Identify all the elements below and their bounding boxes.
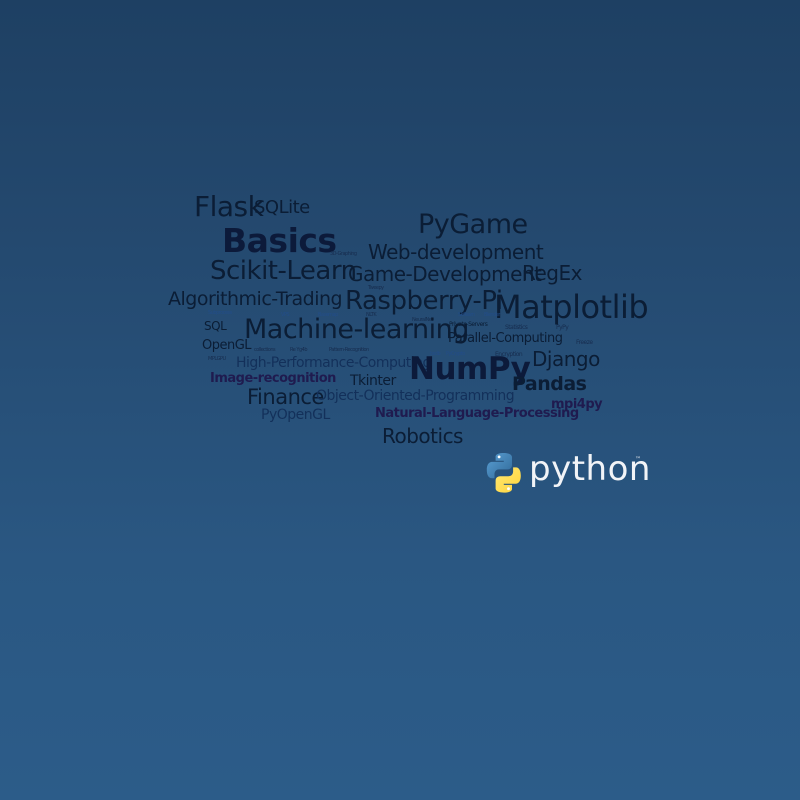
word-pandas: Pandas: [512, 373, 587, 395]
word-robotics: Robotics: [382, 424, 463, 448]
word-raspberry-pi: Raspberry-Pi: [345, 286, 503, 316]
word-re-yg4b: Re Yg4b: [290, 347, 308, 353]
word-pattern-recognition: Pattern-Recognition: [329, 347, 369, 353]
word-sqlite: SQLite: [254, 197, 310, 218]
word-basics: Basics: [222, 221, 337, 260]
word-algorithmic-trading: Algorithmic-Trading: [168, 288, 343, 310]
python-wordmark: python: [529, 449, 651, 489]
word-matplotlib: Matplotlib: [494, 288, 649, 326]
word-sql: SQL: [204, 319, 227, 333]
python-snakes-icon: [486, 453, 521, 493]
word-collections: collections: [254, 347, 276, 353]
word-bsdb: bsdb: [430, 351, 441, 357]
word-vps: VPS: [281, 312, 290, 318]
word-natural-language-processing: Natural-Language-Processing: [375, 406, 579, 421]
word-pypy: PyPy: [556, 324, 569, 331]
word-game-development: Game-Development: [348, 262, 542, 286]
word-parallel-computing: Parallel-Computing: [448, 331, 563, 346]
word-mplgpu: MPLGPU: [208, 356, 226, 362]
word-skflearn: Skflearn: [458, 312, 475, 318]
word-finance: Finance: [247, 385, 324, 409]
word-numpy: NumPy: [409, 351, 531, 387]
word-image-recognition: Image-recognition: [210, 371, 336, 386]
word-object-oriented-programming: Object-Oriented-Programming: [316, 388, 515, 404]
word-freeze: Freeze: [576, 339, 593, 346]
word-regex: RegEx: [522, 261, 582, 285]
word-subprocess: Subprocess: [208, 310, 232, 316]
word-scikit-learn: Scikit-Learn: [210, 256, 357, 286]
word-high-performance-computing: High-Performance-Computing: [236, 355, 431, 371]
word-opengl: OpenGL: [202, 338, 252, 353]
trademark-symbol: ™: [635, 456, 641, 463]
word-pyopengl: PyOpenGL: [261, 407, 330, 423]
word-neuralnet: NeuralNet: [412, 317, 433, 323]
word-private-servers: Private-Servers: [449, 321, 488, 328]
word-machine-learning: Machine-learning: [244, 314, 469, 345]
word-pycrypto: PyCrypto: [446, 351, 465, 357]
word-encryption: Encryption: [495, 351, 523, 358]
word-tweepy: Tweepy: [368, 285, 384, 291]
word-statistics: Statistics: [505, 324, 528, 331]
word-basemap: Basemap: [318, 312, 338, 318]
word-web-development: Web-development: [368, 240, 544, 264]
word-nltk: NLTK: [366, 312, 377, 318]
word-pygame: PyGame: [418, 209, 528, 240]
word-blender: Blender: [484, 312, 500, 318]
word-flask: Flask: [194, 190, 264, 223]
python-logo: python ™: [484, 448, 650, 498]
word-3d-graphing: 3D-Graphing: [330, 251, 357, 257]
word-tkinter: Tkinter: [350, 373, 396, 389]
word-django: Django: [532, 347, 600, 371]
word-mpi4py: mpi4py: [551, 397, 603, 412]
